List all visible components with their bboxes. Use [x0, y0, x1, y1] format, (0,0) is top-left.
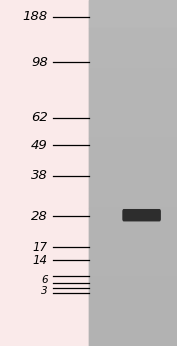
Text: 28: 28 — [31, 210, 48, 223]
FancyBboxPatch shape — [123, 210, 160, 221]
Bar — [88, 208, 177, 277]
Bar — [88, 138, 177, 208]
Text: 98: 98 — [31, 56, 48, 69]
Text: 3: 3 — [41, 286, 48, 295]
Bar — [88, 277, 177, 346]
Text: 62: 62 — [31, 111, 48, 124]
Text: 49: 49 — [31, 139, 48, 152]
Bar — [88, 0, 177, 28]
Text: 38: 38 — [31, 169, 48, 182]
Text: 14: 14 — [33, 254, 48, 267]
Text: 6: 6 — [41, 275, 48, 284]
Bar — [88, 28, 177, 69]
Text: 188: 188 — [23, 10, 48, 23]
Bar — [0, 0, 88, 346]
Text: 17: 17 — [33, 241, 48, 254]
Bar — [88, 69, 177, 138]
Bar — [88, 0, 177, 346]
